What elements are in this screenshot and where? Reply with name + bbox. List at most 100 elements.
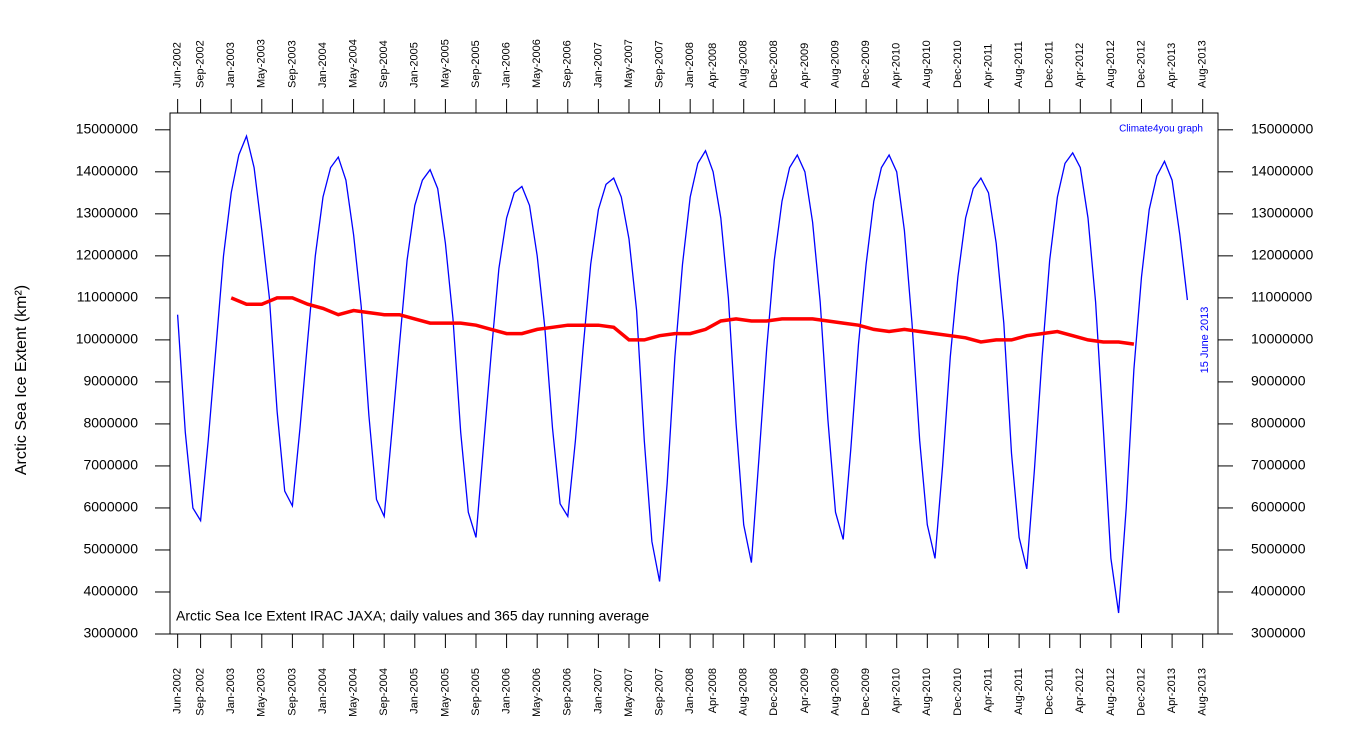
x-tick-label-top: Jan-2007 xyxy=(592,42,604,88)
x-tick-label-bottom: Sep-2007 xyxy=(653,668,665,716)
x-tick-label-bottom: Aug-2009 xyxy=(829,668,841,716)
x-tick-label-top: Jan-2006 xyxy=(500,42,512,88)
x-tick-label-top: Apr-2013 xyxy=(1166,43,1178,88)
x-tick-label-bottom: May-2006 xyxy=(531,668,543,717)
series-line xyxy=(230,296,1135,346)
x-tick-label-bottom: Sep-2005 xyxy=(470,668,482,716)
x-tick-label-bottom: Sep-2002 xyxy=(195,668,207,716)
x-tick-label-top: Dec-2012 xyxy=(1135,40,1147,88)
y-tick-label: 4000000 xyxy=(83,583,138,599)
x-tick-label-bottom: Dec-2011 xyxy=(1044,668,1056,715)
y2-tick-label: 13000000 xyxy=(1251,205,1314,221)
x-tick-label-bottom: Sep-2003 xyxy=(286,668,298,716)
x-tick-label-top: Sep-2007 xyxy=(653,40,665,88)
x-tick-label-bottom: Jan-2006 xyxy=(500,668,512,714)
y2-tick-label: 3000000 xyxy=(1251,625,1306,641)
x-tick-label-top: Aug-2009 xyxy=(829,40,841,88)
x-tick-label-bottom: Jan-2005 xyxy=(409,668,421,714)
x-tick-label-top: Jan-2004 xyxy=(317,42,329,88)
series-line xyxy=(176,133,1189,614)
x-tick-label-top: Dec-2010 xyxy=(952,40,964,88)
x-tick-label-bottom: Jan-2008 xyxy=(684,668,696,714)
credit: Climate4you graph xyxy=(1119,124,1203,135)
x-tick-label-top: Jan-2003 xyxy=(225,42,237,88)
x-tick-label-bottom: Jun-2002 xyxy=(172,668,184,714)
x-tick-label-top: Dec-2011 xyxy=(1044,41,1056,88)
x-tick-label-top: Aug-2011 xyxy=(1013,41,1025,88)
x-tick-label-bottom: May-2005 xyxy=(439,668,451,717)
x-tick-label-bottom: Apr-2011 xyxy=(982,668,994,712)
y2-tick-label: 12000000 xyxy=(1251,247,1314,263)
x-tick-label-top: Sep-2005 xyxy=(470,40,482,88)
y-axis-label: Arctic Sea Ice Extent (km²) xyxy=(13,285,30,475)
x-tick-label-top: May-2006 xyxy=(531,39,543,88)
y2-tick-label: 11000000 xyxy=(1251,289,1312,305)
y2-tick-label: 4000000 xyxy=(1251,583,1306,599)
y-tick-label: 5000000 xyxy=(83,541,138,557)
x-tick-label-bottom: Jan-2003 xyxy=(225,668,237,714)
x-tick-label-top: Jan-2008 xyxy=(684,42,696,88)
x-tick-label-bottom: Sep-2006 xyxy=(562,668,574,716)
x-tick-label-top: Jan-2005 xyxy=(409,42,421,88)
x-tick-label-top: Sep-2002 xyxy=(195,40,207,88)
x-tick-label-top: Sep-2006 xyxy=(562,40,574,88)
x-tick-label-top: May-2007 xyxy=(623,39,635,88)
y-tick-label: 6000000 xyxy=(83,499,138,515)
y2-tick-label: 15000000 xyxy=(1251,121,1314,137)
y2-tick-label: 7000000 xyxy=(1251,457,1306,473)
x-tick-label-top: Apr-2012 xyxy=(1074,43,1086,88)
plot-frame xyxy=(169,112,1219,635)
y-tick-label: 11000000 xyxy=(77,289,138,305)
y2-tick-label: 6000000 xyxy=(1251,499,1306,515)
x-tick-label-top: Apr-2011 xyxy=(982,44,994,88)
x-tick-label-bottom: Aug-2010 xyxy=(921,668,933,716)
y2-tick-label: 8000000 xyxy=(1251,415,1306,431)
x-tick-label-top: May-2004 xyxy=(347,39,359,88)
y-tick-label: 7000000 xyxy=(83,457,138,473)
x-tick-label-top: Dec-2009 xyxy=(860,40,872,88)
x-tick-label-bottom: Apr-2013 xyxy=(1166,668,1178,713)
x-tick-label-bottom: Apr-2008 xyxy=(707,668,719,713)
x-tick-label-bottom: Apr-2012 xyxy=(1074,668,1086,713)
y-tick-label: 15000000 xyxy=(76,121,139,137)
x-tick-label-top: Apr-2010 xyxy=(891,43,903,88)
x-tick-label-bottom: Aug-2013 xyxy=(1197,668,1209,716)
y-tick-label: 9000000 xyxy=(83,373,138,389)
x-tick-label-bottom: May-2007 xyxy=(623,668,635,717)
x-tick-label-top: Apr-2009 xyxy=(799,43,811,88)
x-tick-label-top: Dec-2008 xyxy=(768,40,780,88)
x-tick-label-top: Aug-2010 xyxy=(921,40,933,88)
x-tick-label-top: May-2005 xyxy=(439,39,451,88)
x-tick-label-bottom: Aug-2012 xyxy=(1105,668,1117,716)
x-tick-label-bottom: Aug-2008 xyxy=(738,668,750,716)
y-tick-label: 12000000 xyxy=(76,247,139,263)
annotation: Arctic Sea Ice Extent IRAC JAXA; daily v… xyxy=(176,608,649,624)
y-tick-label: 10000000 xyxy=(76,331,139,347)
y2-tick-label: 9000000 xyxy=(1251,373,1306,389)
x-tick-label-top: Aug-2013 xyxy=(1197,40,1209,88)
x-tick-label-bottom: Apr-2010 xyxy=(891,668,903,713)
x-tick-label-top: Aug-2012 xyxy=(1105,40,1117,88)
y-tick-label: 13000000 xyxy=(76,205,139,221)
x-tick-label-bottom: Dec-2010 xyxy=(952,668,964,716)
x-tick-label-top: Jun-2002 xyxy=(172,42,184,88)
y2-tick-label: 14000000 xyxy=(1251,163,1314,179)
x-tick-label-top: Apr-2008 xyxy=(707,43,719,88)
y-tick-label: 8000000 xyxy=(83,415,138,431)
x-tick-label-bottom: Dec-2009 xyxy=(860,668,872,716)
y-tick-label: 14000000 xyxy=(76,163,139,179)
x-tick-label-bottom: Dec-2012 xyxy=(1135,668,1147,716)
x-tick-label-bottom: Jan-2007 xyxy=(592,668,604,714)
y2-tick-label: 5000000 xyxy=(1251,541,1306,557)
y-tick-label: 3000000 xyxy=(83,625,138,641)
x-tick-label-bottom: Dec-2008 xyxy=(768,668,780,716)
x-tick-label-bottom: Jan-2004 xyxy=(317,668,329,714)
x-tick-label-bottom: May-2004 xyxy=(347,668,359,717)
y2-tick-label: 10000000 xyxy=(1251,331,1314,347)
x-tick-label-top: May-2003 xyxy=(256,39,268,88)
x-tick-label-bottom: Sep-2004 xyxy=(378,668,390,716)
x-tick-label-top: Sep-2004 xyxy=(378,40,390,88)
x-tick-label-top: Aug-2008 xyxy=(738,40,750,88)
x-tick-label-bottom: Apr-2009 xyxy=(799,668,811,713)
